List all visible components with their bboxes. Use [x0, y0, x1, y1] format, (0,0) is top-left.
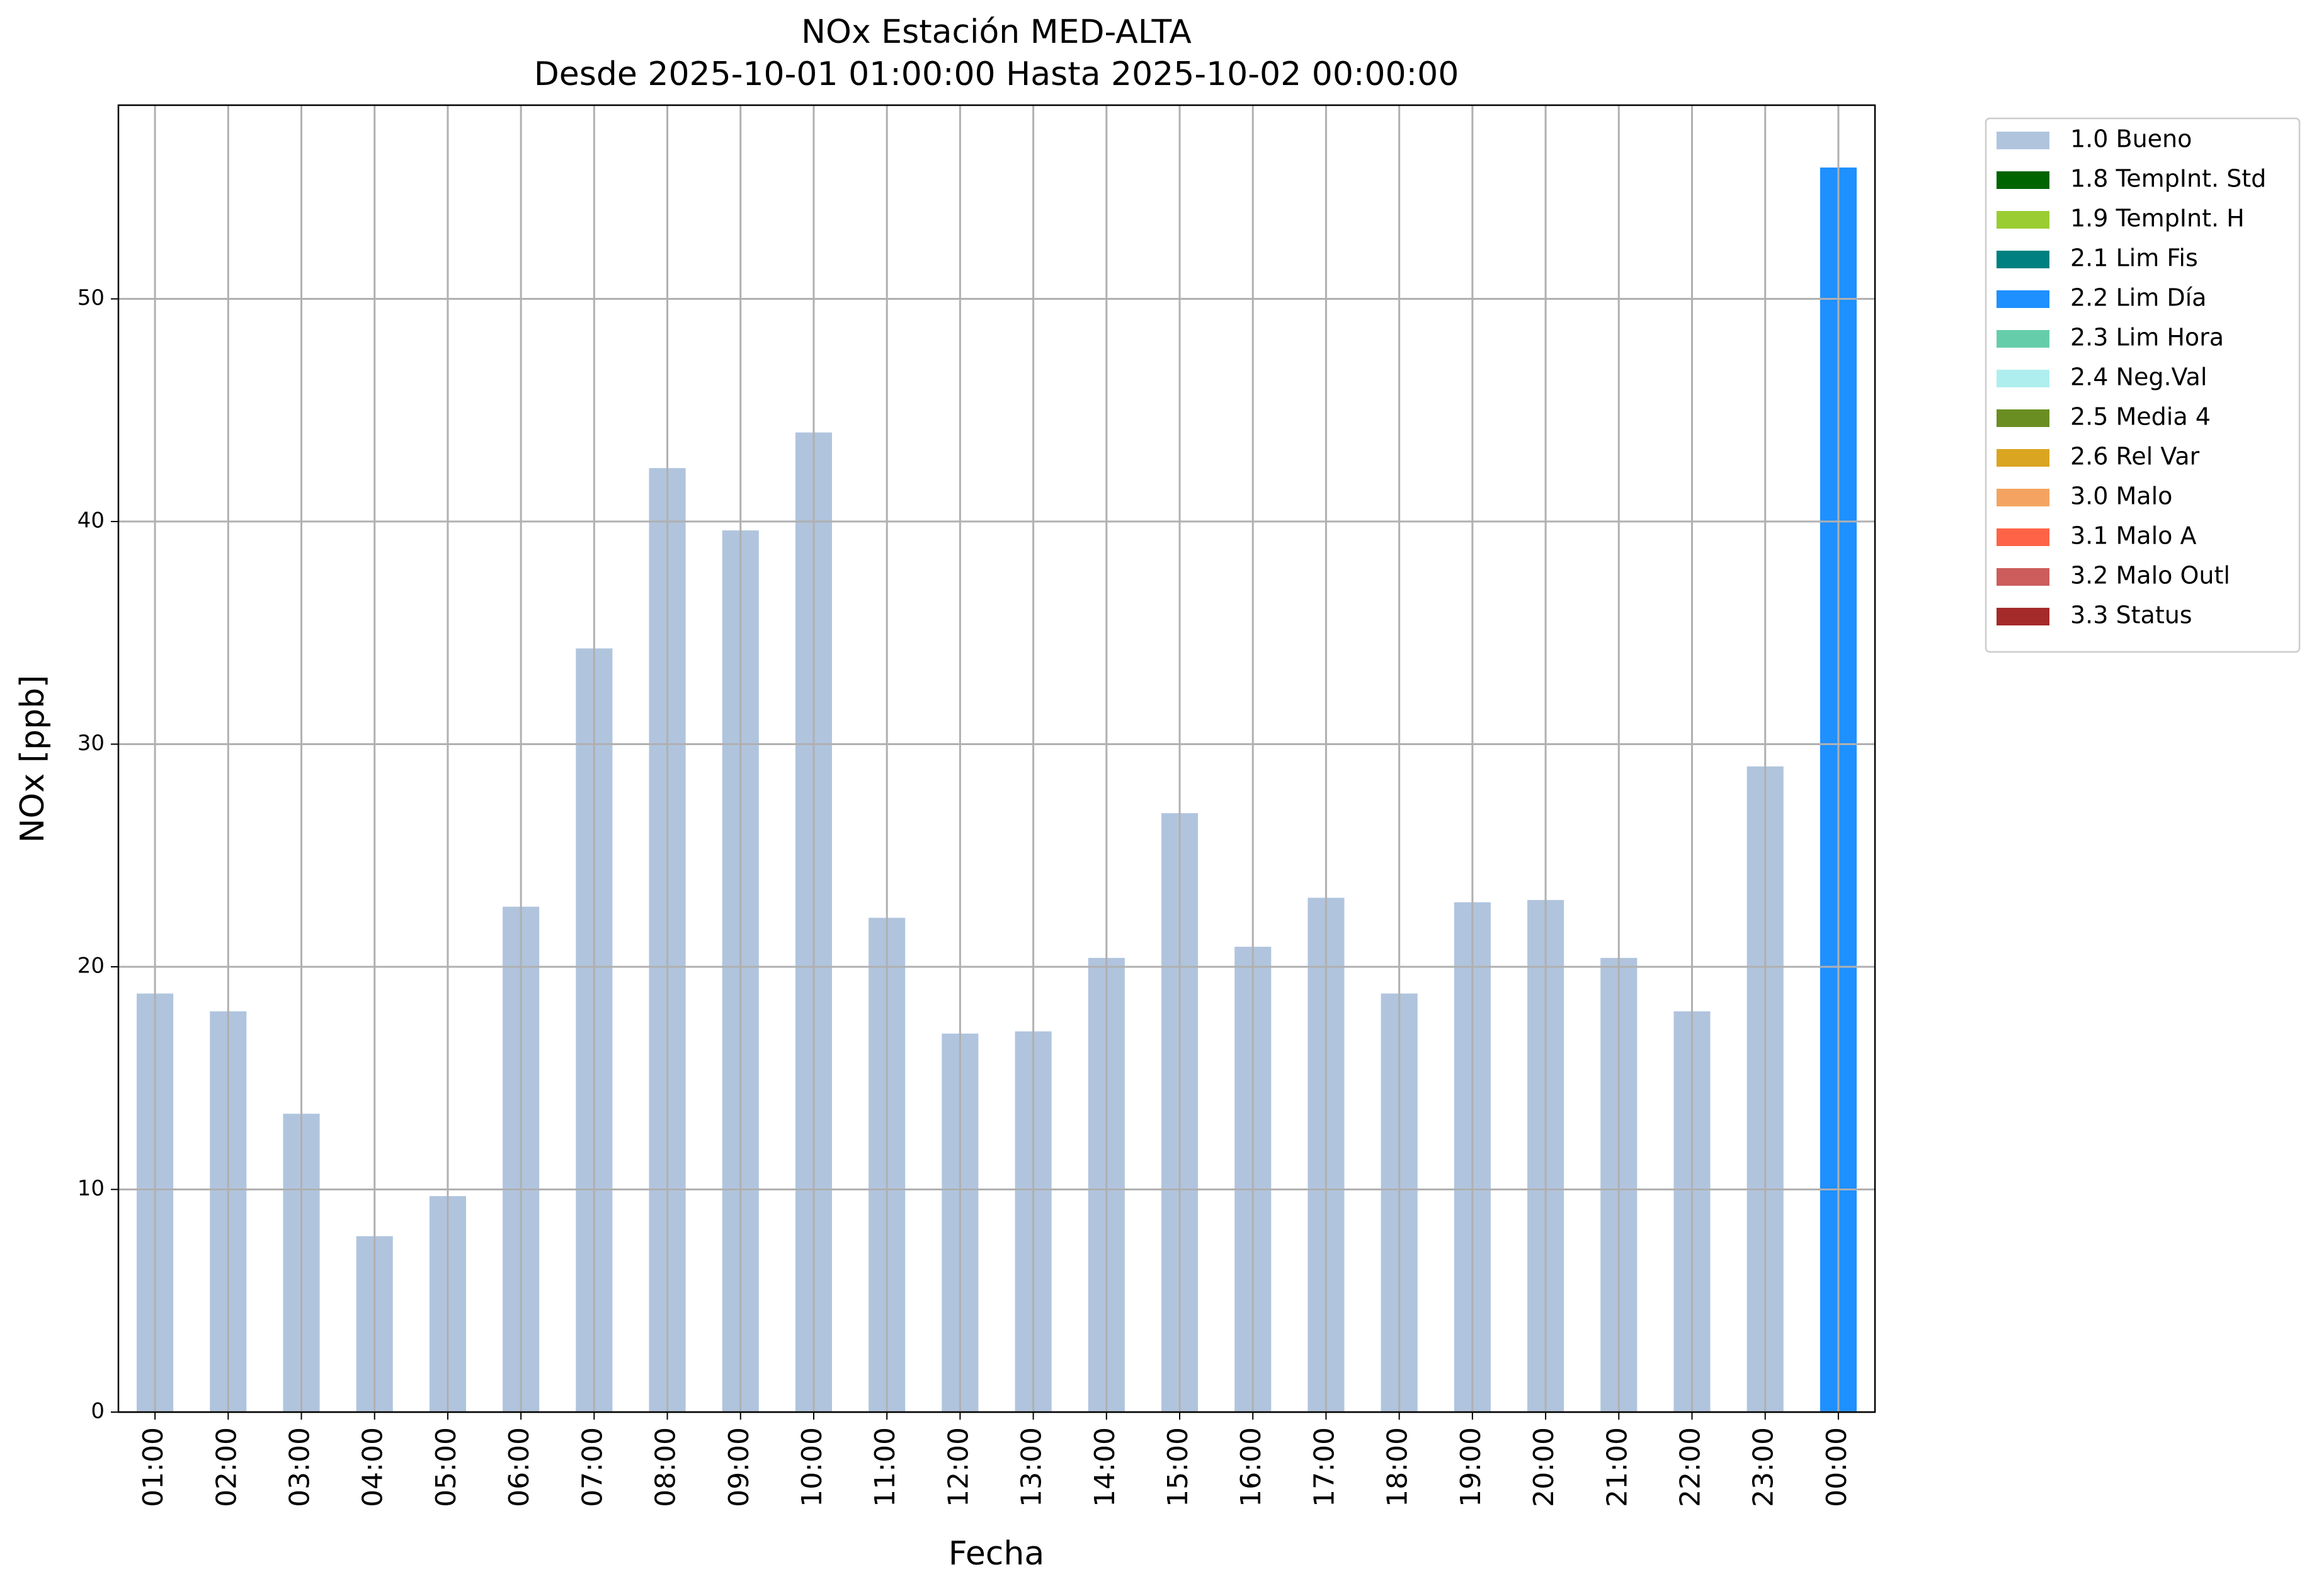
x-tick-label: 14:00: [1089, 1427, 1121, 1507]
x-tick-label: 13:00: [1016, 1427, 1048, 1507]
x-tick-label: 23:00: [1748, 1427, 1780, 1507]
x-tick-label: 06:00: [503, 1427, 535, 1507]
legend-label: 2.6 Rel Var: [2070, 443, 2200, 470]
legend-label: 2.3 Lim Hora: [2070, 324, 2224, 351]
x-tick-label: 01:00: [137, 1427, 169, 1507]
legend-swatch: [1997, 330, 2049, 348]
legend-label: 1.8 TempInt. Std: [2070, 165, 2266, 193]
x-tick-label: 07:00: [576, 1427, 608, 1507]
legend-label: 3.3 Status: [2070, 601, 2192, 629]
legend-label: 1.9 TempInt. H: [2070, 205, 2245, 232]
legend-label: 3.0 Malo: [2070, 482, 2172, 510]
x-tick-label: 09:00: [723, 1427, 755, 1507]
x-axis-label: Fecha: [949, 1535, 1044, 1573]
x-tick-label: 22:00: [1674, 1427, 1706, 1507]
legend-label: 3.1 Malo A: [2070, 522, 2196, 550]
legend-label: 3.2 Malo Outl: [2070, 562, 2230, 590]
y-tick-label: 30: [77, 731, 105, 756]
y-tick-label: 40: [77, 508, 105, 533]
legend-swatch: [1997, 370, 2049, 387]
chart-title: NOx Estación MED-ALTA: [801, 13, 1192, 51]
legend-swatch: [1997, 608, 2049, 625]
x-tick-label: 21:00: [1601, 1427, 1633, 1507]
x-tick-label: 05:00: [430, 1427, 462, 1507]
x-tick-label: 17:00: [1308, 1427, 1340, 1507]
legend-label: 2.1 Lim Fis: [2070, 244, 2198, 272]
legend-swatch: [1997, 489, 2049, 506]
x-tick-label: 20:00: [1528, 1427, 1560, 1507]
y-tick-label: 50: [77, 285, 105, 311]
legend-swatch: [1997, 171, 2049, 189]
x-tick-label: 19:00: [1455, 1427, 1487, 1507]
x-tick-label: 11:00: [869, 1427, 901, 1507]
plot-frame: [117, 104, 1876, 1413]
legend-swatch: [1997, 449, 2049, 467]
x-tick-label: 12:00: [942, 1427, 974, 1507]
legend-box: [1985, 117, 2301, 653]
legend-swatch: [1997, 568, 2049, 586]
legend-label: 2.4 Neg.Val: [2070, 363, 2207, 391]
chart-subtitle: Desde 2025-10-01 01:00:00 Hasta 2025-10-…: [534, 55, 1459, 93]
x-tick-label: 08:00: [650, 1427, 682, 1507]
legend-label: 2.2 Lim Día: [2070, 284, 2206, 312]
legend-label: 2.5 Media 4: [2070, 403, 2211, 431]
x-tick-label: 03:00: [284, 1427, 316, 1507]
y-tick-label: 0: [91, 1399, 105, 1424]
x-tick-label: 04:00: [357, 1427, 389, 1507]
y-axis-label: NOx [ppb]: [14, 675, 52, 843]
x-tick-label: 10:00: [796, 1427, 828, 1507]
y-tick-label: 20: [77, 954, 105, 979]
legend-swatch: [1997, 132, 2049, 149]
legend-swatch: [1997, 409, 2049, 427]
legend-label: 1.0 Bueno: [2070, 125, 2192, 153]
x-tick-label: 15:00: [1162, 1427, 1194, 1507]
legend-swatch: [1997, 528, 2049, 546]
x-tick-label: 00:00: [1821, 1427, 1853, 1507]
x-tick-label: 02:00: [210, 1427, 242, 1507]
legend-swatch: [1997, 290, 2049, 308]
x-tick-label: 18:00: [1382, 1427, 1414, 1507]
x-tick-label: 16:00: [1235, 1427, 1267, 1507]
legend-swatch: [1997, 251, 2049, 268]
legend-swatch: [1997, 211, 2049, 229]
y-tick-label: 10: [77, 1176, 105, 1201]
